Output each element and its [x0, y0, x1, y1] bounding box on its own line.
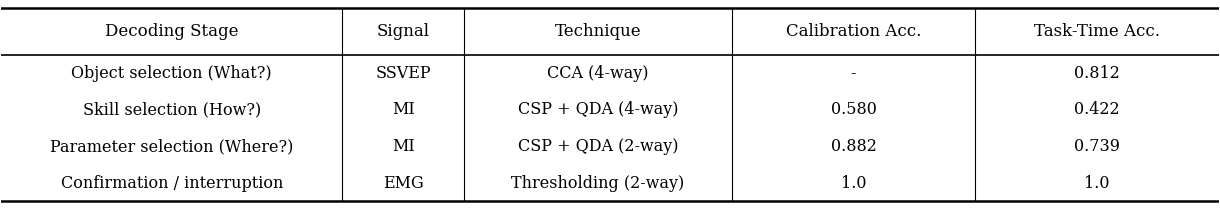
Text: 0.882: 0.882: [831, 138, 876, 155]
Text: Calibration Acc.: Calibration Acc.: [786, 23, 921, 40]
Text: CSP + QDA (2-way): CSP + QDA (2-way): [517, 138, 678, 155]
Text: MI: MI: [392, 101, 415, 119]
Text: SSVEP: SSVEP: [376, 65, 431, 82]
Text: 0.422: 0.422: [1074, 101, 1120, 119]
Text: Signal: Signal: [377, 23, 429, 40]
Text: Object selection (What?): Object selection (What?): [72, 65, 272, 82]
Text: -: -: [850, 65, 856, 82]
Text: Parameter selection (Where?): Parameter selection (Where?): [50, 138, 294, 155]
Text: 0.812: 0.812: [1074, 65, 1120, 82]
Text: 0.739: 0.739: [1074, 138, 1120, 155]
Text: 0.580: 0.580: [831, 101, 876, 119]
Text: CSP + QDA (4-way): CSP + QDA (4-way): [517, 101, 678, 119]
Text: MI: MI: [392, 138, 415, 155]
Text: Technique: Technique: [555, 23, 642, 40]
Text: CCA (4-way): CCA (4-way): [547, 65, 649, 82]
Text: Decoding Stage: Decoding Stage: [105, 23, 239, 40]
Text: EMG: EMG: [383, 175, 423, 192]
Text: Skill selection (How?): Skill selection (How?): [83, 101, 261, 119]
Text: Task-Time Acc.: Task-Time Acc.: [1033, 23, 1160, 40]
Text: Confirmation / interruption: Confirmation / interruption: [61, 175, 283, 192]
Text: 1.0: 1.0: [841, 175, 866, 192]
Text: 1.0: 1.0: [1085, 175, 1110, 192]
Text: Thresholding (2-way): Thresholding (2-way): [511, 175, 684, 192]
